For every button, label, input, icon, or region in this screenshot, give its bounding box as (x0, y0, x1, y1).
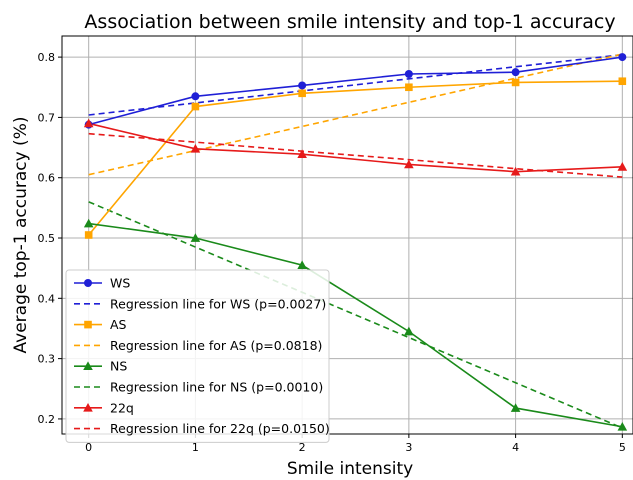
x-tick-label: 4 (512, 441, 519, 454)
chart-title: Association between smile intensity and … (84, 11, 615, 33)
x-tick-label: 0 (85, 441, 92, 454)
y-tick-label: 0.3 (38, 353, 56, 366)
y-axis-label: Average top-1 accuracy (%) (11, 117, 31, 354)
data-point-ns (617, 421, 628, 431)
y-tick-label: 0.8 (38, 51, 56, 64)
plot-frame (61, 35, 633, 435)
data-point-as (84, 231, 93, 239)
data-point-22q (404, 159, 414, 169)
data-point-as (191, 102, 200, 111)
data-point-ns (297, 260, 307, 269)
legend-label-as: AS (110, 317, 127, 332)
data-markers (83, 53, 628, 431)
series-line-as (88, 80, 623, 236)
legend-marker-ws (84, 279, 92, 287)
data-point-as (298, 89, 306, 98)
data-point-22q (297, 149, 307, 159)
legend-label-regression-line-for-ws-p-0-0027: Regression line for WS (p=0.0027) (110, 296, 326, 311)
data-point-ws (618, 53, 627, 62)
data-point-22q (510, 166, 521, 176)
series-line-ws (88, 56, 623, 126)
x-axis-label: Smile intensity (287, 459, 413, 479)
legend-label-regression-line-for-ns-p-0-0010: Regression line for NS (p=0.0010) (110, 380, 323, 395)
legend-label-22q: 22q (110, 400, 134, 415)
regression-line-regression-line-for-ns-p-0-0010 (88, 201, 623, 429)
x-tick-label: 5 (619, 441, 626, 454)
y-tick-label: 0.6 (38, 172, 56, 185)
x-tick-label: 2 (299, 441, 306, 454)
series-line-ns (88, 222, 623, 428)
y-tick-label: 0.4 (38, 292, 56, 305)
y-tick-label: 0.2 (38, 413, 56, 426)
legend-marker-22q (83, 403, 93, 412)
legend-marker-as (84, 320, 92, 329)
data-point-as (511, 78, 520, 87)
data-point-ns (190, 233, 201, 242)
axis-ticks: 0 1 2 3 4 5 0.2 0.3 0.4 0.5 0.6 0.7 0.8 (38, 51, 626, 454)
regression-lines (88, 53, 623, 429)
x-tick-label: 1 (192, 441, 199, 454)
data-point-ns (83, 218, 94, 228)
y-tick-label: 0.5 (38, 232, 56, 245)
data-point-ns (510, 403, 521, 412)
data-series (88, 56, 623, 428)
data-point-22q (617, 162, 628, 171)
y-tick-label: 0.7 (38, 111, 56, 124)
data-point-as (618, 77, 627, 86)
data-point-22q (83, 118, 94, 128)
series-line-22q (88, 122, 623, 173)
data-point-ws (298, 81, 307, 90)
legend-label-regression-line-for-22q-p-0-0150: Regression line for 22q (p=0.0150) (110, 421, 330, 436)
legend-label-ws: WS (110, 276, 130, 291)
legend-label-regression-line-for-as-p-0-0818: Regression line for AS (p=0.0818) (110, 338, 322, 353)
legend-label-ns: NS (110, 359, 127, 374)
regression-line-regression-line-for-as-p-0-0818 (88, 53, 623, 176)
data-point-22q (190, 143, 201, 153)
legend-marker-ns (83, 361, 93, 371)
legend-box (65, 269, 330, 443)
data-point-ws (191, 92, 200, 101)
legend: WS Regression line for WS (p=0.0027) AS Reg… (65, 269, 330, 443)
data-point-ns (404, 326, 414, 336)
data-point-as (405, 83, 413, 92)
data-point-ws (511, 68, 520, 77)
data-point-ws (404, 69, 413, 78)
x-tick-label: 3 (405, 441, 412, 454)
